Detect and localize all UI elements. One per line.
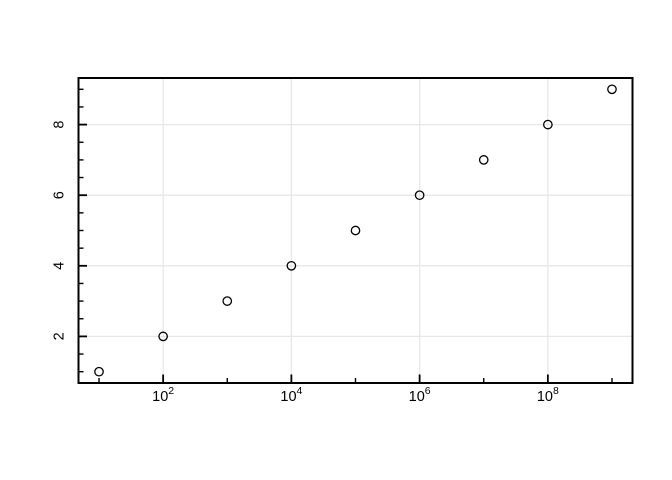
data-point [286,260,297,271]
data-point [222,296,233,306]
plot-border [77,77,634,384]
x-tick-label-exponent: 8 [553,385,559,397]
data-point [94,366,104,377]
y-tick-label: 8 [52,121,68,129]
data-point [414,190,425,201]
x-tick-label-exponent: 6 [425,385,431,397]
y-tick-label: 2 [52,332,68,340]
x-tick-label-exponent: 4 [297,385,303,397]
x-tick-label-exponent: 2 [168,385,174,397]
y-tick-label: 6 [52,191,68,199]
data-point [543,119,553,130]
data-point [158,331,168,342]
data-point [350,225,361,236]
data-point [478,155,489,165]
y-tick-label: 4 [52,262,68,270]
data-point [607,84,617,95]
